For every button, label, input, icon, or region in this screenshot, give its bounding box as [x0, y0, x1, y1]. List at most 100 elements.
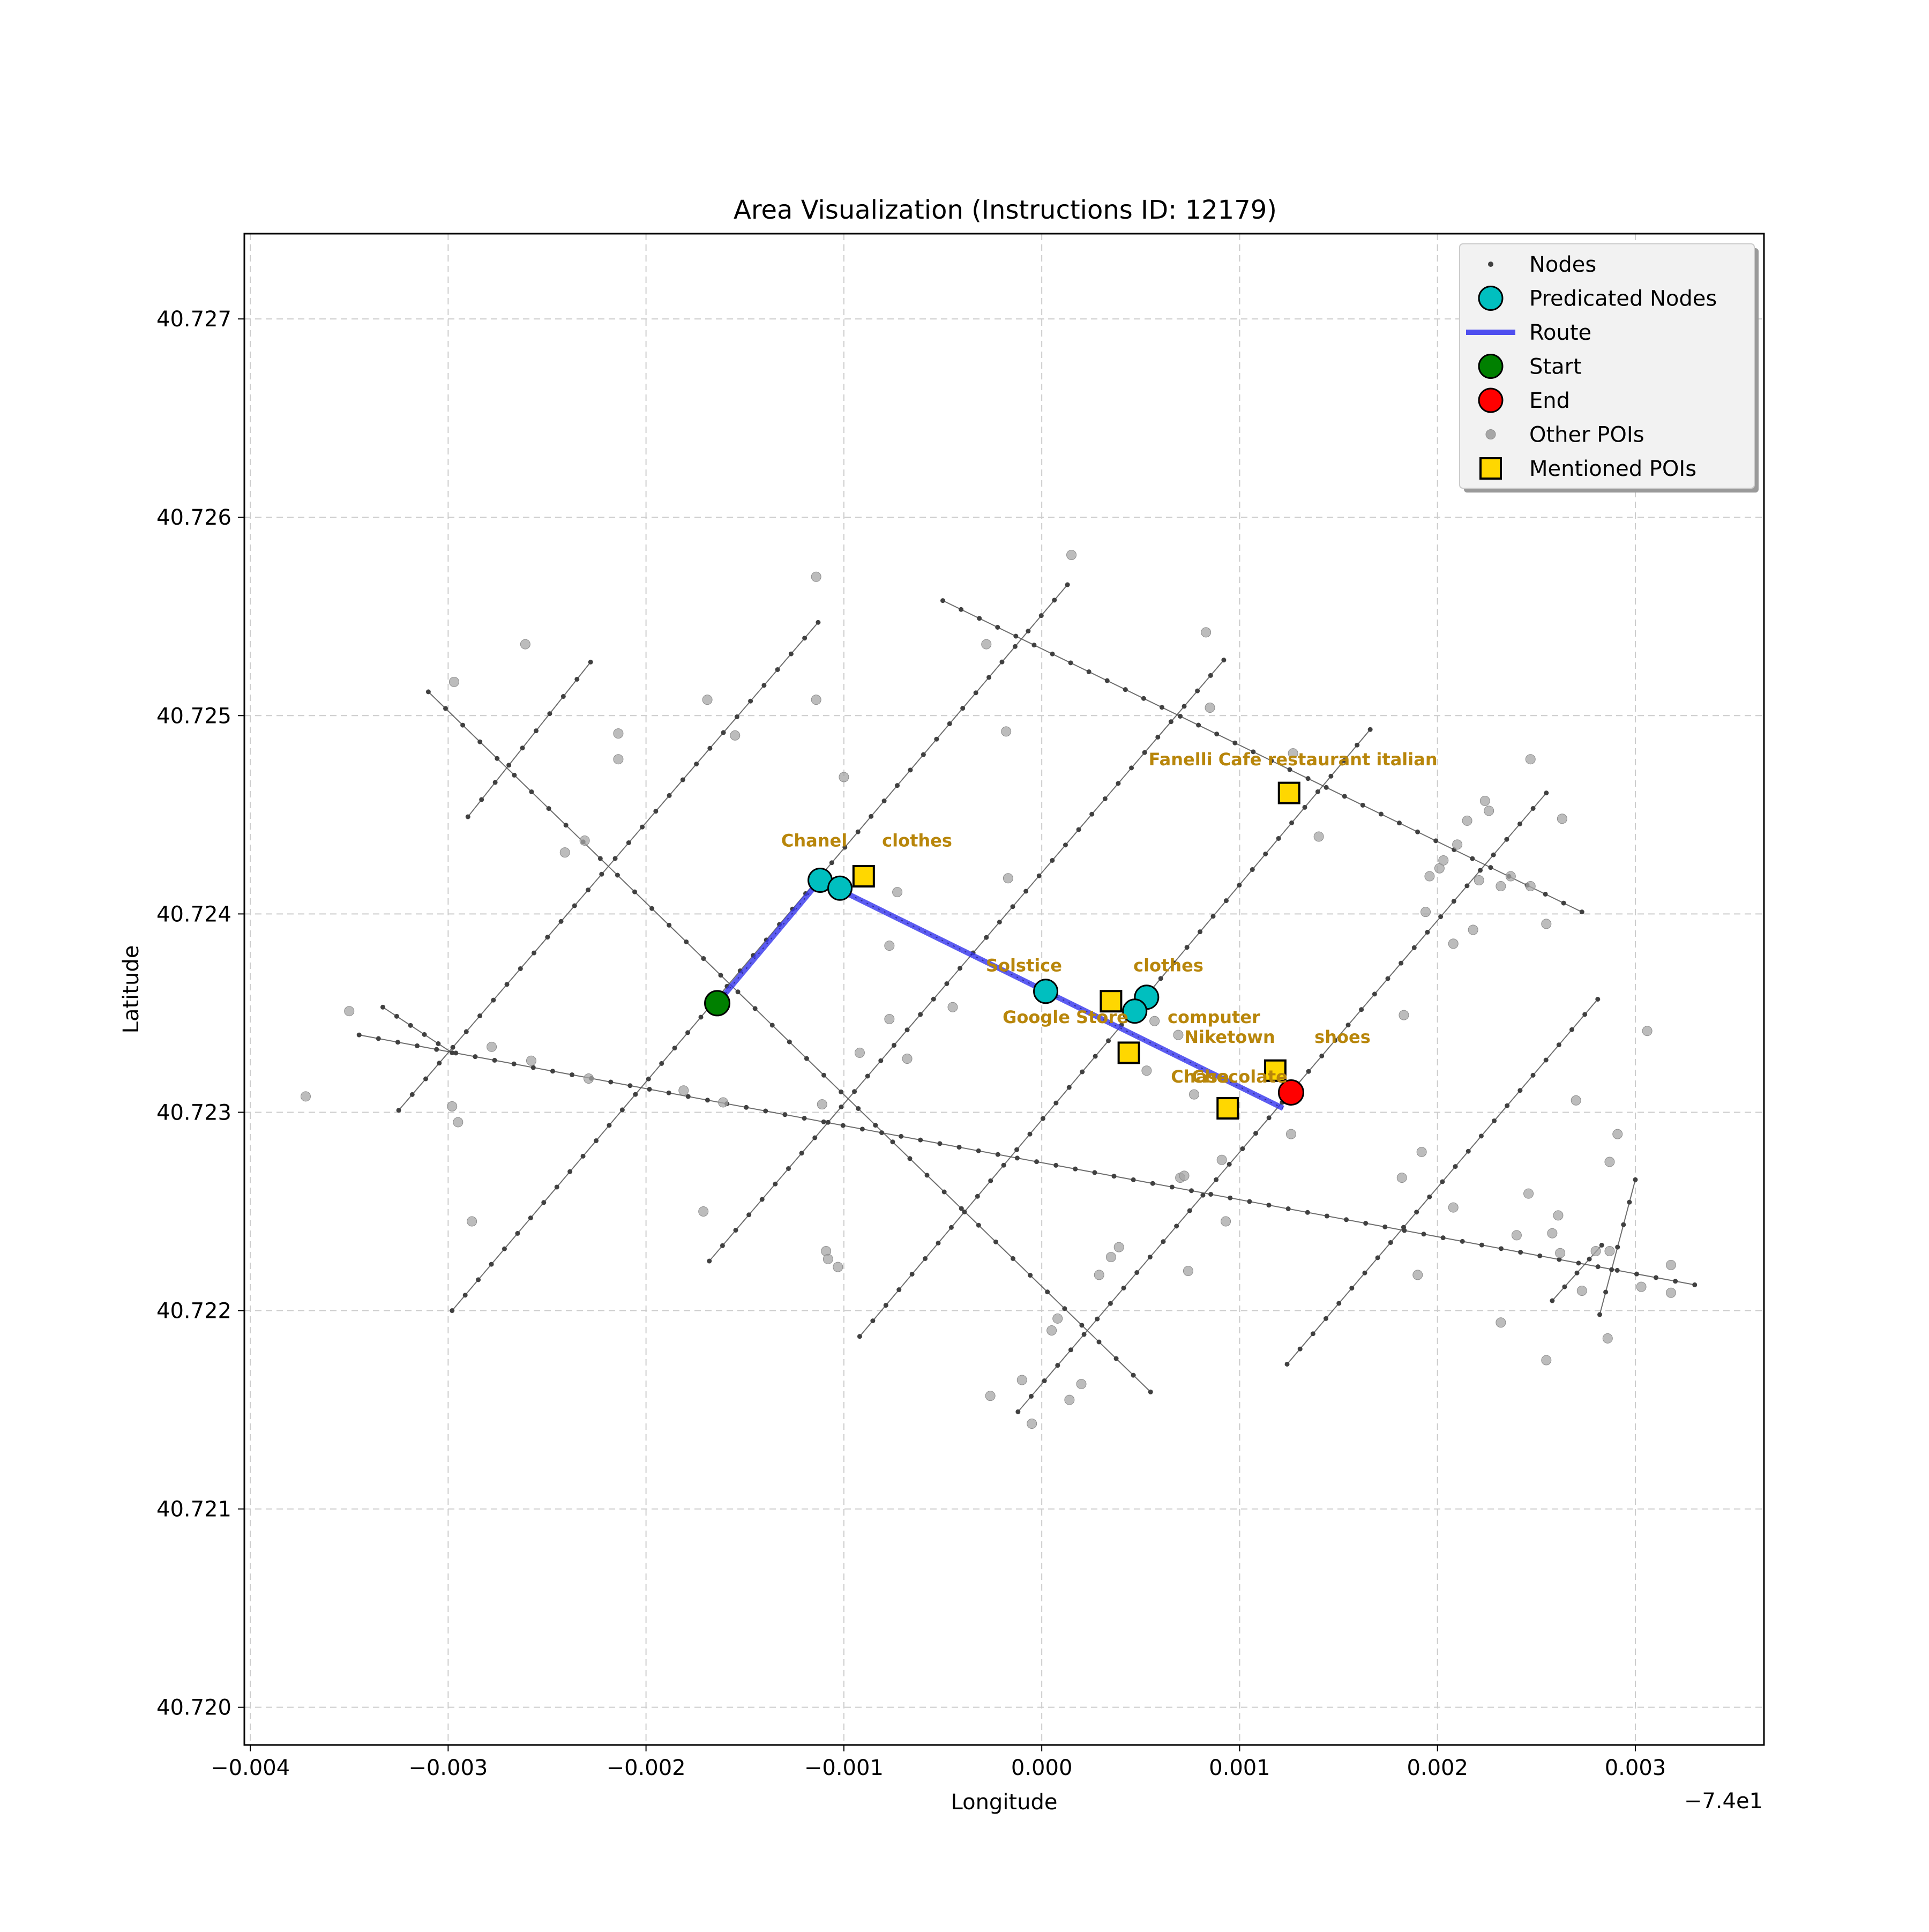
- node-point: [1396, 820, 1402, 826]
- other-poi-point: [1105, 1252, 1116, 1263]
- node-point: [680, 777, 685, 782]
- node-point: [574, 676, 580, 682]
- node-point: [891, 1042, 896, 1048]
- street-segment: [859, 729, 1371, 1337]
- node-point: [546, 806, 551, 811]
- node-point: [857, 1334, 862, 1339]
- other-poi-point: [613, 754, 624, 765]
- node-point: [937, 1141, 943, 1146]
- node-point: [434, 1047, 439, 1052]
- node-point: [976, 1148, 981, 1153]
- node-point: [1214, 732, 1220, 737]
- other-poi-point: [1113, 1242, 1124, 1252]
- other-poi-point: [447, 1101, 458, 1112]
- node-point: [956, 1145, 962, 1150]
- other-poi-point: [1571, 1095, 1581, 1106]
- node-point: [908, 767, 913, 773]
- node-point: [1360, 802, 1365, 808]
- node-point: [1530, 1072, 1536, 1078]
- node-point: [528, 1215, 533, 1221]
- poi-label: Solstice: [986, 956, 1062, 976]
- node-point: [1189, 1188, 1194, 1193]
- node-point: [904, 1027, 910, 1033]
- street-segment: [358, 1034, 1695, 1286]
- node-point: [647, 1086, 652, 1092]
- endpoint-layer: [704, 990, 1304, 1106]
- node-point: [1359, 1007, 1364, 1012]
- node-point: [959, 1206, 964, 1211]
- node-point: [1453, 1164, 1458, 1169]
- node-point: [842, 845, 848, 850]
- node-point: [1378, 811, 1384, 817]
- node-point: [1451, 899, 1456, 904]
- node-point: [1425, 929, 1430, 935]
- other-poi-point: [1066, 550, 1077, 561]
- node-point: [859, 1127, 865, 1132]
- node-point: [839, 1104, 844, 1109]
- node-point: [931, 996, 936, 1002]
- node-point: [599, 871, 604, 877]
- node-point: [1543, 891, 1548, 897]
- other-poi-point: [1479, 795, 1490, 806]
- other-poi-point: [1468, 924, 1478, 935]
- poi-label: clothes: [882, 831, 952, 851]
- street-segment: [467, 661, 592, 817]
- other-poi-point: [559, 847, 570, 858]
- other-poi-point: [1424, 871, 1435, 882]
- node-point: [986, 675, 992, 680]
- node-point: [1010, 904, 1015, 909]
- node-point: [1385, 976, 1390, 981]
- node-point: [633, 1092, 638, 1097]
- node-point: [1673, 1279, 1678, 1284]
- node-point: [1050, 857, 1055, 863]
- node-point: [1587, 1256, 1592, 1262]
- node-point: [1121, 1285, 1126, 1291]
- node-point: [395, 1040, 400, 1045]
- node-point: [1223, 898, 1229, 904]
- other-poi-point: [1179, 1170, 1190, 1181]
- node-point: [1221, 658, 1227, 663]
- node-point: [829, 860, 834, 866]
- other-poi-point: [981, 639, 992, 650]
- poi-label: clothes: [1133, 956, 1203, 976]
- node-point: [560, 694, 566, 699]
- node-point: [752, 1006, 758, 1011]
- other-poi-point: [1665, 1287, 1676, 1298]
- node-point: [707, 745, 713, 751]
- node-point: [529, 789, 534, 795]
- node-point: [1382, 1224, 1388, 1229]
- tick-layer: −0.004 −0.003 −0.002 −0.001 0.000 0.001 0.002 0…: [156, 307, 1666, 1780]
- other-poi-point: [1183, 1266, 1193, 1277]
- node-point: [907, 1156, 913, 1161]
- y-tick-label: 40.721: [156, 1497, 231, 1522]
- node-point: [597, 856, 603, 861]
- node-point: [995, 1152, 1000, 1157]
- other-poi-point: [1511, 1230, 1522, 1241]
- other-poi-point: [1205, 702, 1215, 713]
- legend-label: Predicated Nodes: [1529, 287, 1717, 311]
- node-point: [1492, 1118, 1497, 1123]
- node-point: [1305, 1210, 1310, 1215]
- other-poi-point: [823, 1254, 833, 1264]
- node-point: [1627, 1199, 1632, 1205]
- node-point: [1557, 1257, 1562, 1262]
- node-point: [495, 756, 500, 761]
- node-point: [1324, 785, 1329, 790]
- node-point: [1050, 651, 1055, 657]
- node-point: [567, 1169, 573, 1174]
- node-point: [1251, 749, 1256, 755]
- node-point: [899, 1133, 904, 1139]
- node-point: [1614, 1267, 1620, 1273]
- node-point: [1187, 1208, 1192, 1213]
- poi-label: Chanel: [781, 831, 847, 851]
- node-point: [666, 1090, 671, 1095]
- node-point: [506, 763, 512, 768]
- node-point: [1095, 1316, 1100, 1322]
- node-point: [1574, 1270, 1580, 1275]
- other-poi-point: [698, 1206, 709, 1217]
- node-point: [685, 1094, 691, 1099]
- node-point: [1518, 1250, 1523, 1255]
- node-point: [1415, 829, 1420, 834]
- other-poi-point: [1496, 881, 1506, 892]
- node-point: [707, 1258, 712, 1264]
